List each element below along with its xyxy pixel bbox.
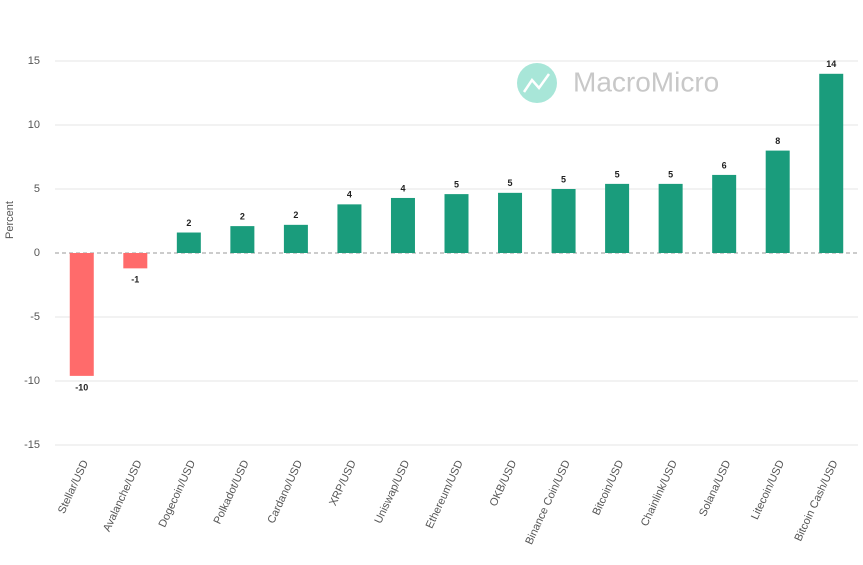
y-tick-label: -5 (30, 311, 40, 323)
y-axis-label: Percent (4, 201, 16, 239)
x-tick-label: Stellar/USD (56, 458, 91, 515)
x-tick-label: XRP/USD (327, 458, 359, 507)
bar (123, 253, 148, 269)
data-label: -10 (75, 382, 88, 392)
bar (176, 232, 201, 253)
x-tick-label: Cardano/USD (265, 458, 305, 525)
data-label: 5 (561, 174, 566, 184)
bar (230, 226, 255, 253)
watermark-text: MacroMicro (573, 66, 719, 97)
y-tick-label: 10 (28, 119, 40, 131)
bar (765, 150, 790, 253)
x-tick-label: Ethereum/USD (424, 458, 466, 530)
y-tick-label: 15 (28, 55, 40, 67)
watermark-icon-line (522, 73, 551, 93)
bar (551, 189, 576, 253)
data-label: 6 (722, 160, 727, 170)
x-tick-label: Chainlink/USD (639, 458, 680, 528)
bar (283, 224, 308, 253)
data-label: 5 (668, 169, 673, 179)
data-label: 4 (400, 183, 405, 193)
bar (658, 183, 683, 253)
x-tick-label: Bitcoin Cash/USD (793, 458, 841, 543)
x-tick-label: Solana/USD (697, 458, 733, 518)
data-label: 2 (293, 210, 298, 220)
y-tick-label: -15 (24, 439, 40, 451)
bar (390, 197, 415, 253)
watermark: MacroMicro (517, 63, 719, 103)
x-tick-label: Polkadot/USD (212, 458, 252, 526)
y-tick-label: 0 (34, 247, 40, 259)
bar (337, 204, 362, 253)
bar (498, 192, 523, 253)
x-tick-label: Dogecoin/USD (157, 458, 199, 529)
y-tick-label: 5 (34, 183, 40, 195)
data-label: 14 (826, 59, 836, 69)
bar (819, 73, 844, 253)
data-label: 5 (615, 169, 620, 179)
watermark-icon (517, 63, 557, 103)
x-tick-label: Binance Coin/USD (523, 458, 573, 546)
x-tick-label: Litecoin/USD (749, 458, 787, 521)
y-tick-label: -10 (24, 375, 40, 387)
bar (69, 253, 94, 376)
x-tick-label: OKB/USD (488, 458, 520, 508)
data-label: 5 (508, 178, 513, 188)
data-label: 2 (240, 211, 245, 221)
data-label: 8 (775, 136, 780, 146)
data-label: 4 (347, 190, 352, 200)
data-label: 2 (186, 218, 191, 228)
x-tick-label: Bitcoin/USD (591, 458, 627, 517)
bar (712, 174, 737, 253)
bar (444, 194, 469, 253)
x-tick-label: Avalanche/USD (101, 458, 145, 533)
x-tick-label: Uniswap/USD (373, 458, 413, 525)
y-tick-label: 20 (28, 0, 40, 3)
data-label: -1 (131, 275, 139, 285)
data-label: 5 (454, 179, 459, 189)
bar (605, 183, 630, 253)
